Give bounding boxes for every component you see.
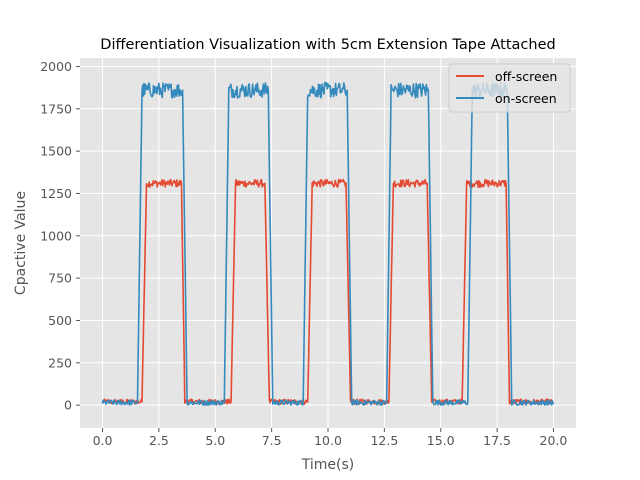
legend: off-screen on-screen xyxy=(448,63,571,113)
x-tick-label: 15.0 xyxy=(427,433,455,448)
y-axis-label: Cpactive Value xyxy=(13,191,29,295)
y-tick-label: 1500 xyxy=(40,144,72,159)
x-tick-label: 10.0 xyxy=(314,433,342,448)
legend-label-on-screen: on-screen xyxy=(495,91,557,106)
x-tick-label: 12.5 xyxy=(370,433,398,448)
y-tick-label: 500 xyxy=(48,313,72,328)
chart-title: Differentiation Visualization with 5cm E… xyxy=(100,37,555,53)
y-tick-label: 2000 xyxy=(40,59,72,74)
y-tick-label: 1750 xyxy=(40,101,72,116)
x-tick-label: 7.5 xyxy=(262,433,282,448)
x-axis-ticks: 0.0 2.5 5.0 7.5 10.0 12.5 15.0 17.5 20.0 xyxy=(93,428,568,448)
y-axis-ticks: 0 250 500 750 1000 1250 1500 1750 2000 xyxy=(40,59,80,413)
series-line-off-screen xyxy=(101,178,555,406)
y-tick-label: 250 xyxy=(48,355,72,370)
x-axis-label: Time(s) xyxy=(301,457,354,473)
legend-label-off-screen: off-screen xyxy=(495,69,557,84)
grid-lines xyxy=(80,58,576,428)
x-tick-label: 20.0 xyxy=(540,433,568,448)
x-tick-label: 5.0 xyxy=(205,433,225,448)
y-tick-label: 750 xyxy=(48,271,72,286)
x-tick-label: 2.5 xyxy=(149,433,169,448)
x-tick-label: 17.5 xyxy=(483,433,511,448)
y-tick-label: 0 xyxy=(64,398,72,413)
y-tick-label: 1000 xyxy=(40,228,72,243)
y-tick-label: 1250 xyxy=(40,186,72,201)
x-tick-label: 0.0 xyxy=(93,433,113,448)
